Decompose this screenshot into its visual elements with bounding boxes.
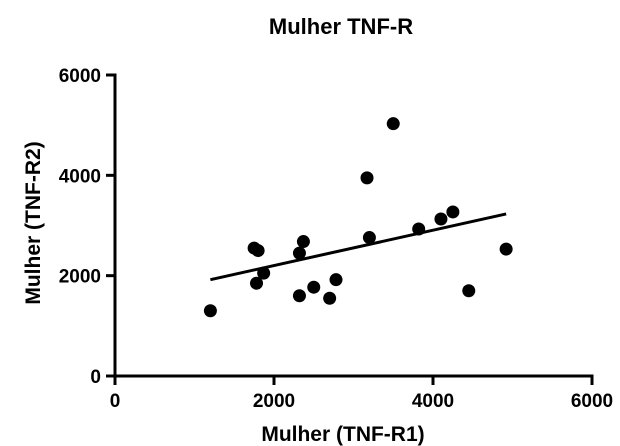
data-point	[257, 266, 271, 280]
data-point	[362, 231, 376, 245]
data-points	[203, 117, 513, 318]
data-point	[250, 276, 264, 290]
chart-title: Mulher TNF-R	[269, 14, 413, 39]
data-point	[329, 273, 343, 287]
x-tick-label: 0	[110, 391, 121, 412]
y-axis-ticks: 0 2000 4000 6000	[59, 66, 115, 388]
data-point	[323, 291, 337, 305]
data-point	[360, 171, 374, 185]
x-axis-label: Mulher (TNF-R1)	[261, 423, 424, 446]
y-tick-label: 0	[90, 367, 101, 388]
data-point	[203, 304, 217, 318]
y-tick-label: 2000	[59, 267, 101, 288]
data-point	[412, 222, 426, 236]
data-point	[251, 244, 265, 258]
y-tick-label: 6000	[59, 66, 101, 87]
x-tick-label: 6000	[571, 391, 613, 412]
data-point	[386, 117, 400, 131]
x-axis-ticks: 0 2000 4000 6000	[110, 376, 613, 412]
data-point	[292, 246, 306, 260]
plot-area: 0 2000 4000 6000 0 2000 4000 6000	[59, 66, 613, 412]
data-point	[446, 205, 460, 219]
x-tick-label: 2000	[253, 391, 295, 412]
data-point	[462, 284, 476, 298]
data-point	[292, 289, 306, 303]
data-point	[499, 242, 513, 256]
x-tick-label: 4000	[412, 391, 454, 412]
y-axis-label: Mulher (TNF-R2)	[22, 141, 45, 304]
data-point	[296, 235, 310, 249]
y-tick-label: 4000	[59, 166, 101, 187]
data-point	[307, 280, 321, 294]
data-point	[434, 212, 448, 226]
